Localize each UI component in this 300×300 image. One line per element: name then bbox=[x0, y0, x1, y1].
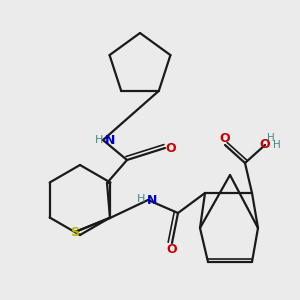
Text: S: S bbox=[70, 226, 80, 238]
Text: H: H bbox=[272, 140, 280, 150]
Text: O: O bbox=[165, 142, 175, 154]
Text: N: N bbox=[146, 194, 157, 206]
Text: O: O bbox=[167, 243, 177, 256]
Text: N: N bbox=[105, 134, 116, 146]
Text: H: H bbox=[136, 194, 145, 203]
Text: H: H bbox=[94, 135, 103, 145]
Text: O: O bbox=[220, 132, 230, 145]
Text: O: O bbox=[260, 139, 270, 152]
Text: H: H bbox=[266, 134, 274, 143]
